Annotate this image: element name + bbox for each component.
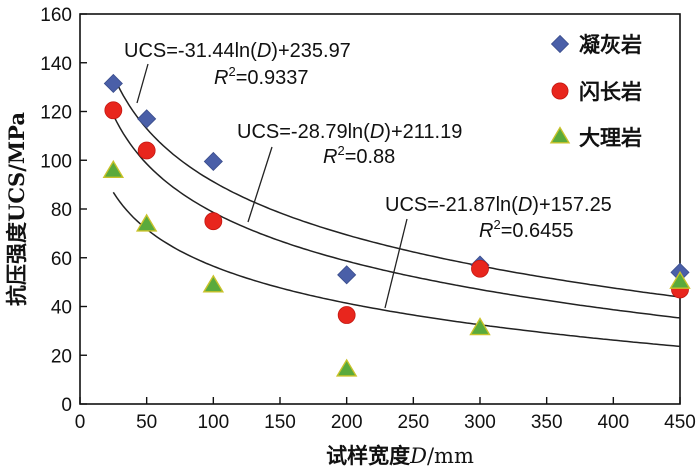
fit-equation-3: UCS=-21.87ln(D)+157.25 [385, 194, 612, 216]
y-tick-label: 160 [40, 5, 72, 26]
r-squared-2: R2=0.88 [323, 143, 395, 168]
data-point-triangle [669, 270, 691, 289]
equation-leader-line [384, 218, 408, 309]
y-tick-label: 0 [61, 395, 72, 416]
y-tick-label: 100 [40, 151, 72, 172]
equation-leader-line [247, 146, 273, 223]
x-tick-label: 350 [531, 412, 563, 433]
equation-leader-line [136, 63, 149, 104]
equation-prefix: UCS=-21.87ln( [385, 194, 518, 216]
r-squared-symbol: R [214, 67, 228, 89]
data-point-diamond [337, 265, 357, 285]
x-tick-label: 400 [597, 412, 629, 433]
y-tick-label: 40 [51, 298, 72, 319]
fit-curve-1 [112, 75, 681, 298]
equation-prefix: UCS=-28.79ln( [237, 121, 370, 143]
equation-variable: D [518, 194, 532, 216]
r-squared-1: R2=0.9337 [214, 64, 309, 89]
equation-suffix: )+235.97 [271, 40, 351, 62]
data-point-triangle [102, 159, 125, 178]
x-tick-label: 50 [136, 412, 157, 433]
legend-marker-diamond [550, 34, 570, 54]
x-tick-label: 450 [664, 412, 696, 433]
r-squared-exponent: 2 [493, 217, 500, 232]
x-tick-label: 250 [397, 412, 429, 433]
data-point-triangle [202, 274, 225, 293]
x-tick-label: 300 [464, 412, 496, 433]
data-point-circle [104, 101, 123, 120]
y-axis-title: 抗压强度UCS/MPa [4, 112, 29, 306]
equation-variable: D [257, 40, 271, 62]
data-point-triangle [135, 213, 158, 232]
fit-curve-2 [112, 114, 681, 319]
fit-equation-1: UCS=-31.44ln(D)+235.97 [124, 40, 351, 62]
legend-marker-triangle [549, 126, 571, 144]
equation-variable: D [370, 121, 384, 143]
x-tick-label: 150 [264, 412, 296, 433]
equation-suffix: )+157.25 [532, 194, 612, 216]
data-point-circle [337, 306, 356, 324]
y-tick-label: 80 [51, 200, 72, 221]
r-squared-value: =0.9337 [236, 67, 309, 89]
legend-label: 大理岩 [579, 126, 642, 150]
r-squared-3: R2=0.6455 [479, 217, 574, 242]
y-tick-label: 20 [51, 346, 72, 367]
r-squared-exponent: 2 [228, 64, 235, 79]
data-point-diamond [103, 73, 123, 94]
legend-marker-circle [551, 82, 569, 100]
legend-label: 闪长岩 [579, 80, 642, 104]
r-squared-value: =0.6455 [501, 220, 574, 242]
r-squared-exponent: 2 [337, 143, 344, 158]
data-point-circle [204, 212, 223, 231]
data-point-circle [137, 141, 156, 160]
data-point-diamond [203, 151, 223, 172]
r-squared-symbol: R [323, 146, 337, 168]
data-point-triangle [335, 358, 358, 377]
data-point-triangle [469, 317, 491, 336]
equation-prefix: UCS=-31.44ln( [124, 40, 257, 62]
equation-suffix: )+211.19 [384, 121, 462, 143]
data-point-circle [471, 259, 489, 278]
y-tick-label: 60 [51, 249, 72, 270]
fit-equation-2: UCS=-28.79ln(D)+211.19 [237, 121, 462, 143]
x-tick-label: 0 [75, 412, 86, 433]
r-squared-symbol: R [479, 220, 493, 242]
r-squared-value: =0.88 [345, 146, 396, 168]
legend-label: 凝灰岩 [579, 33, 642, 57]
x-axis-title: 试样宽度D/mm [326, 443, 474, 468]
fit-curve-3 [112, 191, 681, 348]
y-tick-label: 120 [40, 103, 72, 124]
x-tick-label: 100 [197, 412, 229, 433]
x-tick-label: 200 [331, 412, 363, 433]
data-point-diamond [137, 109, 157, 129]
y-tick-label: 140 [40, 54, 72, 75]
